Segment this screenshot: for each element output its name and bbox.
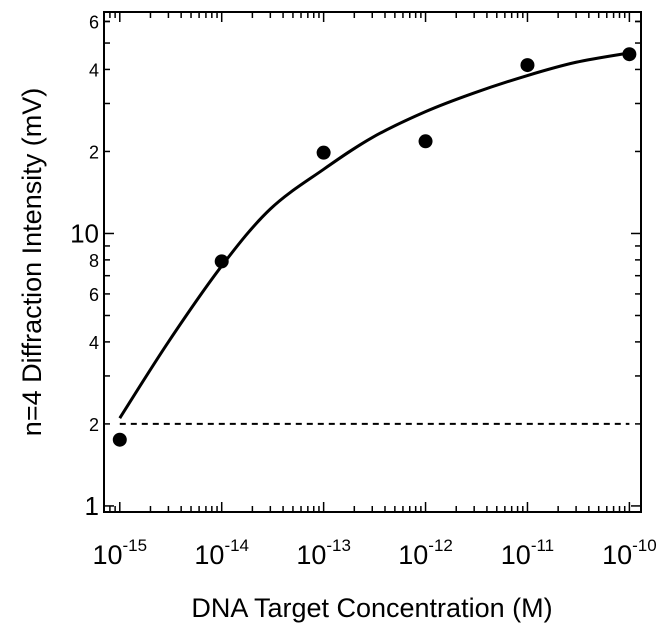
- y-tick-label: 4: [89, 333, 99, 353]
- y-tick-label: 2: [89, 415, 99, 435]
- series-layer: [112, 47, 637, 447]
- y-tick-label: 4: [89, 60, 99, 80]
- x-axis-ticks: 10-15 10-14 10-13 10-12 10-11 10-10: [92, 12, 657, 570]
- data-point: [112, 432, 127, 447]
- y-tick-label: 6: [89, 12, 99, 32]
- data-point: [418, 134, 433, 149]
- x-tick-label: 10-10: [602, 536, 657, 570]
- y-tick-label: 1: [85, 491, 99, 521]
- y-tick-label: 8: [89, 251, 99, 271]
- fit-curve: [118, 51, 630, 419]
- x-tick-label: 10-15: [92, 536, 147, 570]
- x-axis-title: DNA Target Concentration (M): [191, 593, 552, 623]
- data-point: [520, 58, 535, 73]
- y-axis-ticks: 1 2 4 6 8 10 2 4 6: [70, 12, 641, 521]
- data-point: [316, 145, 331, 160]
- y-tick-label: 6: [89, 285, 99, 305]
- y-tick-label: 10: [70, 218, 99, 248]
- plot-frame: [103, 11, 642, 513]
- y-tick-label: 2: [89, 142, 99, 162]
- x-tick-label: 10-14: [194, 536, 249, 570]
- y-axis-title: n=4 Diffraction Intensity (mV): [17, 88, 47, 436]
- x-tick-label: 10-13: [296, 536, 351, 570]
- x-tick-label: 10-11: [501, 536, 554, 570]
- data-point: [214, 254, 229, 269]
- x-tick-label: 10-12: [398, 536, 453, 570]
- data-point: [622, 47, 637, 62]
